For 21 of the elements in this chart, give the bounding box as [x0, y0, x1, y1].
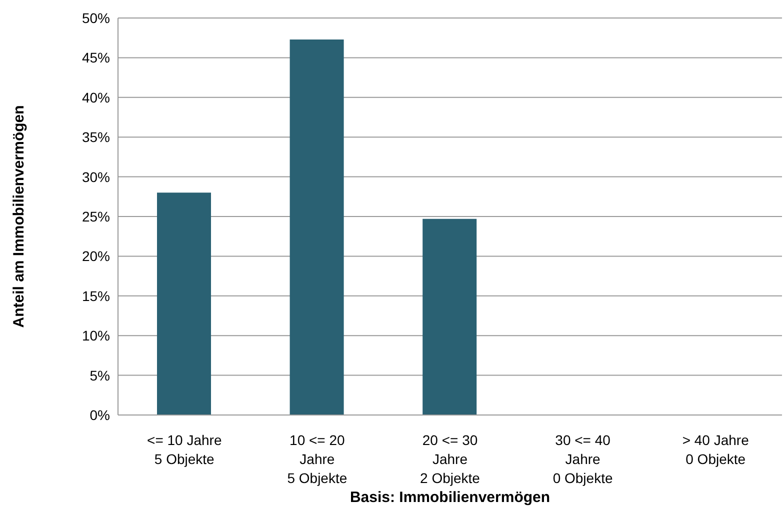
y-tick-label: 25% [82, 208, 110, 224]
x-tick-label: <= 10 Jahre 5 Objekte [147, 432, 222, 467]
bar [422, 218, 477, 415]
x-tick-label: 10 <= 20 Jahre 5 Objekte [287, 432, 348, 486]
x-tick-label: 30 <= 40 Jahre 0 Objekte [552, 432, 613, 486]
y-tick-label: 35% [82, 129, 110, 146]
y-tick-label: 0% [90, 406, 110, 423]
y-axis-title: Anteil am Immobilienvermögen [10, 105, 28, 328]
y-tick-label: 45% [82, 50, 110, 66]
bar [157, 192, 211, 415]
y-tick-label: 10% [82, 328, 110, 344]
y-tick-label: 40% [82, 89, 110, 106]
y-tick-label: 20% [82, 248, 110, 264]
x-axis-title: Basis: Immobilienvermögen [350, 489, 550, 506]
x-tick-label: 20 <= 30 Jahre 2 Objekte [420, 432, 480, 486]
y-tick-label: 15% [82, 288, 110, 304]
bar [290, 39, 344, 415]
y-tick-label: 50% [82, 10, 110, 26]
y-tick-label: 30% [82, 168, 110, 185]
y-tick-label: 5% [90, 367, 110, 384]
x-tick-label: > 40 Jahre 0 Objekte [682, 432, 750, 467]
